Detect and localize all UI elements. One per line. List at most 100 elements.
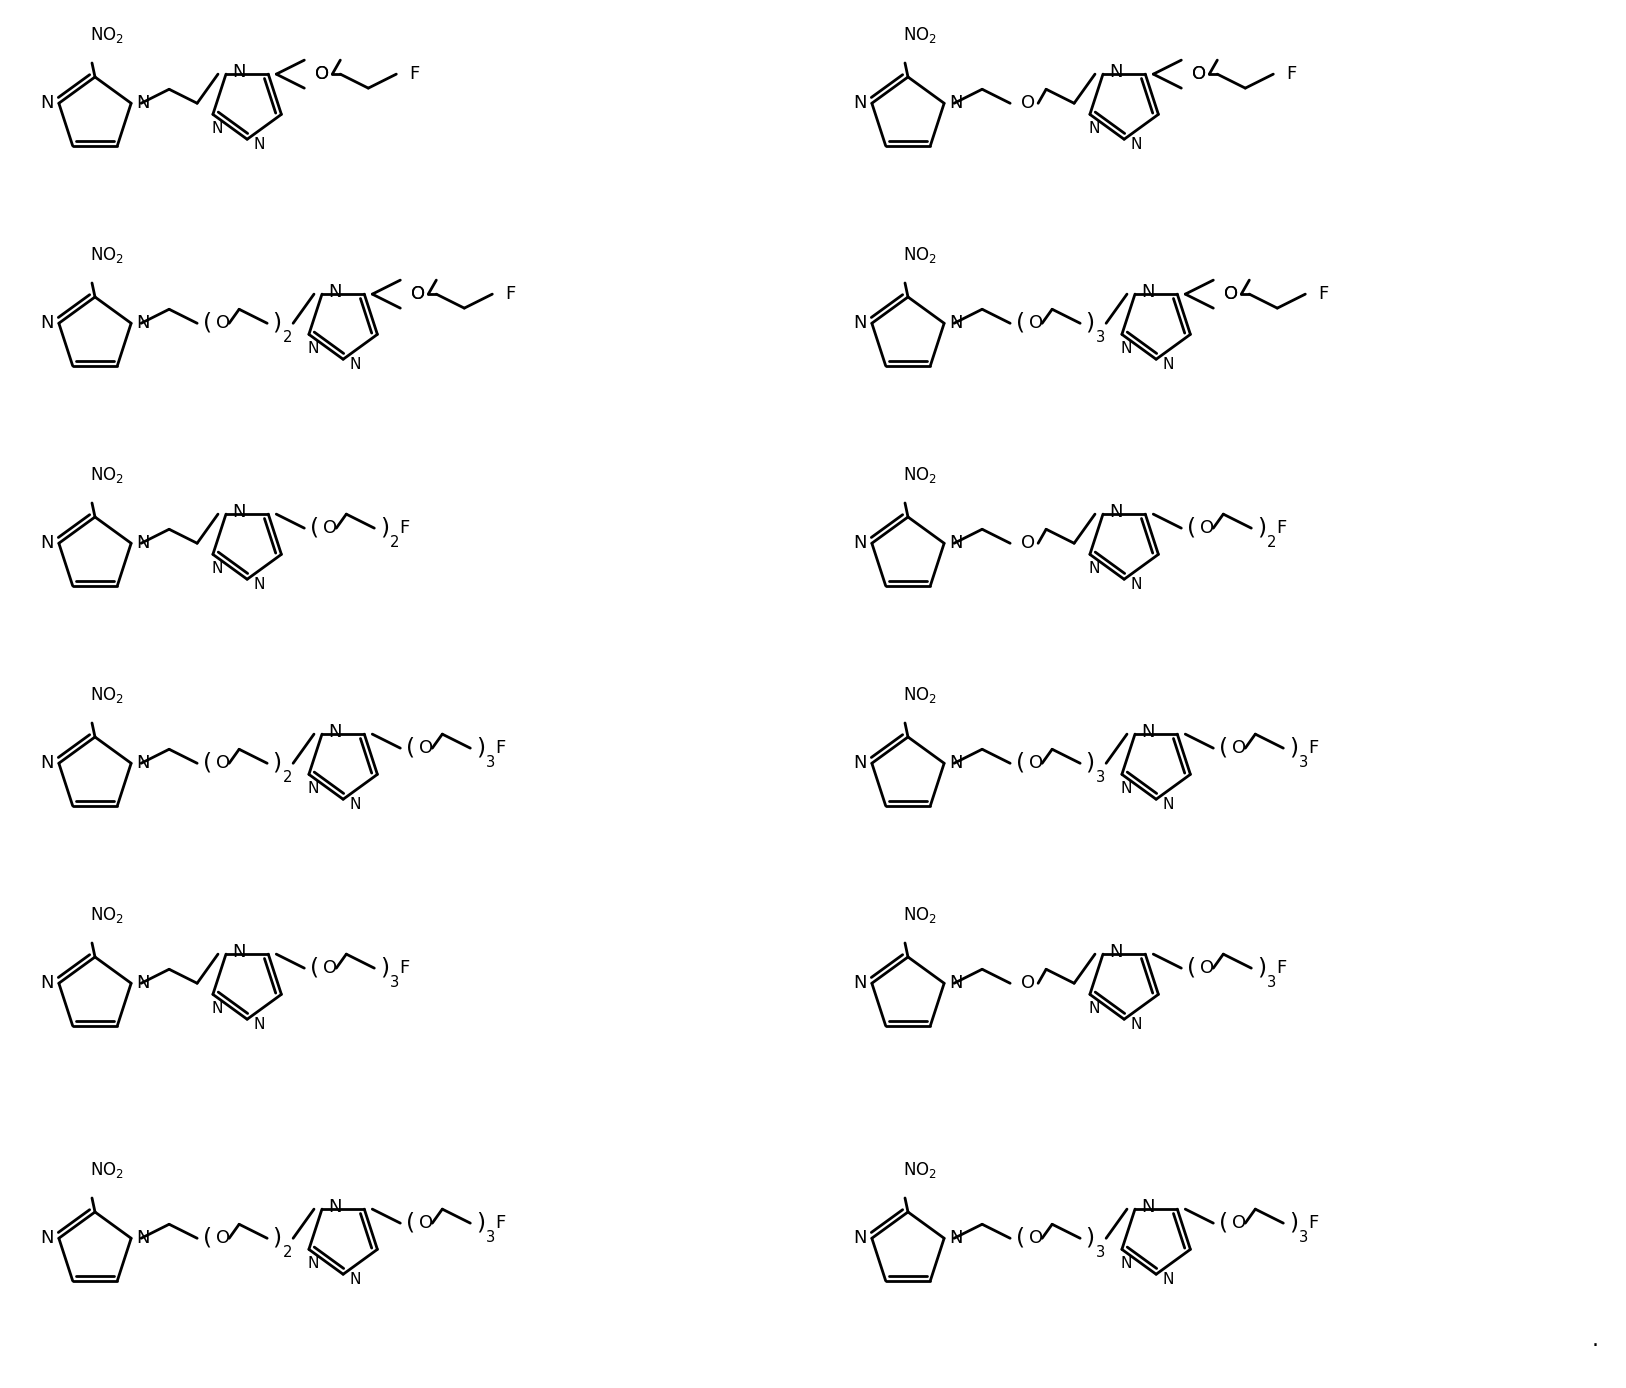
Text: O: O [315, 65, 330, 83]
Text: ): ) [1086, 752, 1094, 775]
Text: N: N [1120, 781, 1132, 795]
Text: N: N [950, 1230, 963, 1248]
Text: 3: 3 [1096, 770, 1104, 784]
Text: 3: 3 [1299, 1230, 1307, 1245]
Text: NO$_2$: NO$_2$ [902, 1160, 937, 1180]
Text: F: F [1319, 285, 1328, 303]
Text: NO$_2$: NO$_2$ [902, 465, 937, 484]
Text: N: N [41, 534, 54, 552]
Text: (: ( [1220, 737, 1228, 759]
Text: N: N [137, 974, 150, 992]
Text: N: N [1130, 1017, 1141, 1031]
Text: O: O [324, 519, 337, 537]
Text: (: ( [203, 752, 211, 775]
Text: NO$_2$: NO$_2$ [902, 246, 937, 265]
Text: (: ( [1016, 1227, 1024, 1249]
Text: N: N [950, 314, 963, 332]
Text: N: N [1141, 723, 1154, 741]
Text: N: N [1141, 1198, 1154, 1216]
Text: NO$_2$: NO$_2$ [902, 25, 937, 44]
Text: O: O [1233, 1214, 1247, 1233]
Text: N: N [854, 974, 867, 992]
Text: N: N [1109, 942, 1122, 960]
Text: N: N [950, 974, 963, 992]
Text: N: N [254, 1017, 265, 1031]
Text: O: O [1233, 740, 1247, 756]
Text: (: ( [406, 1212, 415, 1235]
Text: O: O [1192, 65, 1206, 83]
Text: F: F [496, 740, 506, 756]
Text: ): ) [273, 312, 281, 335]
Text: N: N [1088, 561, 1099, 576]
Text: 3: 3 [390, 974, 398, 990]
Text: NO$_2$: NO$_2$ [89, 246, 124, 265]
Text: N: N [1163, 797, 1174, 812]
Text: F: F [1309, 740, 1319, 756]
Text: O: O [1021, 534, 1036, 552]
Text: ): ) [476, 737, 485, 759]
Text: N: N [137, 314, 150, 332]
Text: N: N [137, 1230, 150, 1248]
Text: ): ) [476, 1212, 485, 1235]
Text: 3: 3 [1267, 974, 1276, 990]
Text: O: O [1224, 285, 1239, 303]
Text: F: F [496, 1214, 506, 1233]
Text: O: O [324, 959, 337, 977]
Text: N: N [1088, 121, 1099, 136]
Text: N: N [1120, 1256, 1132, 1271]
Text: N: N [137, 754, 150, 772]
Text: O: O [420, 740, 434, 756]
Text: 3: 3 [1096, 330, 1104, 344]
Text: ): ) [1086, 1227, 1094, 1249]
Text: F: F [1276, 519, 1286, 537]
Text: N: N [307, 781, 319, 795]
Text: O: O [1029, 314, 1044, 332]
Text: O: O [420, 1214, 434, 1233]
Text: O: O [216, 314, 231, 332]
Text: (: ( [1016, 752, 1024, 775]
Text: N: N [1163, 357, 1174, 372]
Text: N: N [854, 754, 867, 772]
Text: 2: 2 [283, 770, 293, 784]
Text: ): ) [380, 516, 389, 540]
Text: (: ( [309, 516, 319, 540]
Text: (: ( [1220, 1212, 1228, 1235]
Text: 3: 3 [486, 755, 494, 769]
Text: N: N [1109, 502, 1122, 520]
Text: F: F [1286, 65, 1296, 83]
Text: NO$_2$: NO$_2$ [89, 1160, 124, 1180]
Text: NO$_2$: NO$_2$ [902, 686, 937, 705]
Text: N: N [854, 1230, 867, 1248]
Text: O: O [1029, 754, 1044, 772]
Text: N: N [137, 534, 150, 552]
Text: N: N [211, 1001, 223, 1016]
Text: O: O [1200, 519, 1215, 537]
Text: ): ) [273, 1227, 281, 1249]
Text: NO$_2$: NO$_2$ [902, 905, 937, 924]
Text: O: O [1200, 959, 1215, 977]
Text: NO$_2$: NO$_2$ [89, 686, 124, 705]
Text: N: N [328, 283, 341, 301]
Text: 3: 3 [1096, 1245, 1104, 1260]
Text: (: ( [1016, 312, 1024, 335]
Text: N: N [854, 314, 867, 332]
Text: N: N [41, 314, 54, 332]
Text: N: N [350, 797, 361, 812]
Text: O: O [411, 285, 426, 303]
Text: N: N [950, 754, 963, 772]
Text: F: F [506, 285, 515, 303]
Text: 2: 2 [283, 1245, 293, 1260]
Text: ): ) [1289, 737, 1298, 759]
Text: N: N [950, 94, 963, 112]
Text: 2: 2 [390, 534, 398, 550]
Text: N: N [137, 94, 150, 112]
Text: O: O [1192, 65, 1206, 83]
Text: N: N [307, 1256, 319, 1271]
Text: 3: 3 [1299, 755, 1307, 769]
Text: N: N [1130, 577, 1141, 591]
Text: O: O [216, 1230, 231, 1248]
Text: F: F [1276, 959, 1286, 977]
Text: N: N [41, 94, 54, 112]
Text: N: N [854, 94, 867, 112]
Text: O: O [411, 285, 426, 303]
